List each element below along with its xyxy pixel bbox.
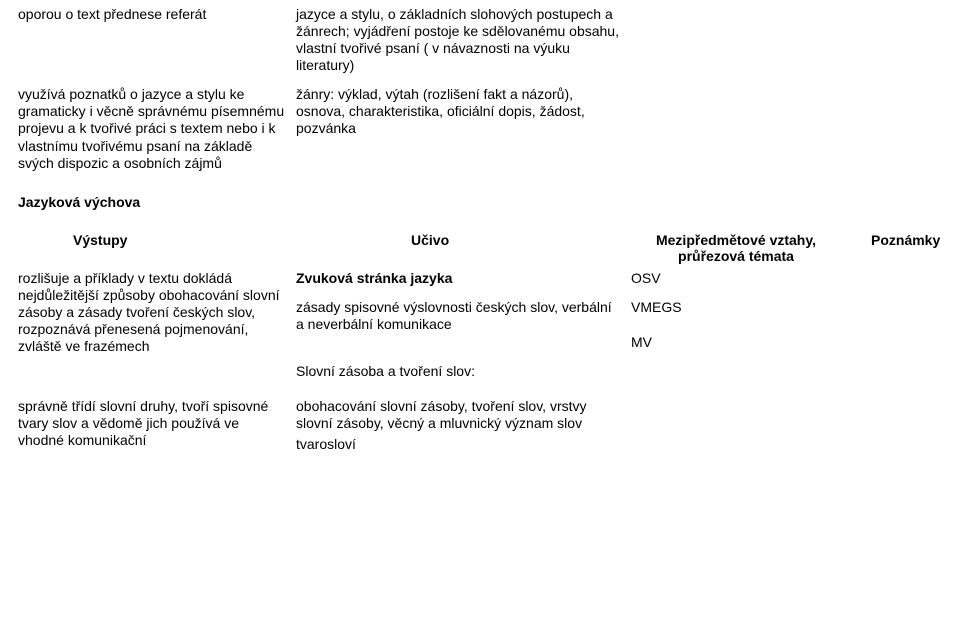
- body-left-2: správně třídí slovní druhy, tvoří spisov…: [18, 398, 296, 449]
- top-left-1: oporou o text přednese referát: [18, 6, 296, 23]
- table-header: Výstupy Učivo Mezipředmětové vztahy, prů…: [18, 232, 942, 264]
- tag-vmegs: VMEGS: [631, 299, 841, 316]
- ucivo-bold-1: Zvuková stránka jazyka: [296, 270, 623, 287]
- tag-mv: MV: [631, 334, 841, 351]
- body-mid-2: obohacování slovní zásoby, tvoření slov,…: [296, 398, 631, 453]
- header-poznamky: Poznámky: [841, 232, 942, 248]
- top-mid-2: žánry: výklad, výtah (rozlišení fakt a n…: [296, 86, 631, 137]
- header-ucivo: Učivo: [296, 232, 631, 248]
- header-mezi: Mezipředmětové vztahy, průřezová témata: [631, 232, 841, 264]
- body-mid-1: Zvuková stránka jazyka zásady spisovné v…: [296, 270, 631, 380]
- header-vystupy: Výstupy: [18, 232, 296, 248]
- body-row-1: rozlišuje a příklady v textu dokládá nej…: [18, 270, 942, 380]
- body-left-1: rozlišuje a příklady v textu dokládá nej…: [18, 270, 296, 355]
- top-mid-1: jazyce a stylu, o základních slohových p…: [296, 6, 631, 74]
- ucivo-text-4: tvarosloví: [296, 436, 623, 453]
- ucivo-text-3: obohacování slovní zásoby, tvoření slov,…: [296, 398, 623, 432]
- body-row-2: správně třídí slovní druhy, tvoří spisov…: [18, 398, 942, 453]
- tag-osv: OSV: [631, 270, 841, 287]
- top-row-2: využívá poznatků o jazyce a stylu ke gra…: [18, 86, 942, 171]
- top-row-1: oporou o text přednese referát jazyce a …: [18, 6, 942, 74]
- ucivo-text-1: zásady spisovné výslovnosti českých slov…: [296, 299, 623, 333]
- body-right-1: OSV VMEGS MV: [631, 270, 841, 351]
- page: oporou o text přednese referát jazyce a …: [0, 0, 960, 453]
- top-left-2: využívá poznatků o jazyce a stylu ke gra…: [18, 86, 296, 171]
- ucivo-text-2: Slovní zásoba a tvoření slov:: [296, 363, 623, 380]
- section-heading: Jazyková výchova: [18, 194, 942, 210]
